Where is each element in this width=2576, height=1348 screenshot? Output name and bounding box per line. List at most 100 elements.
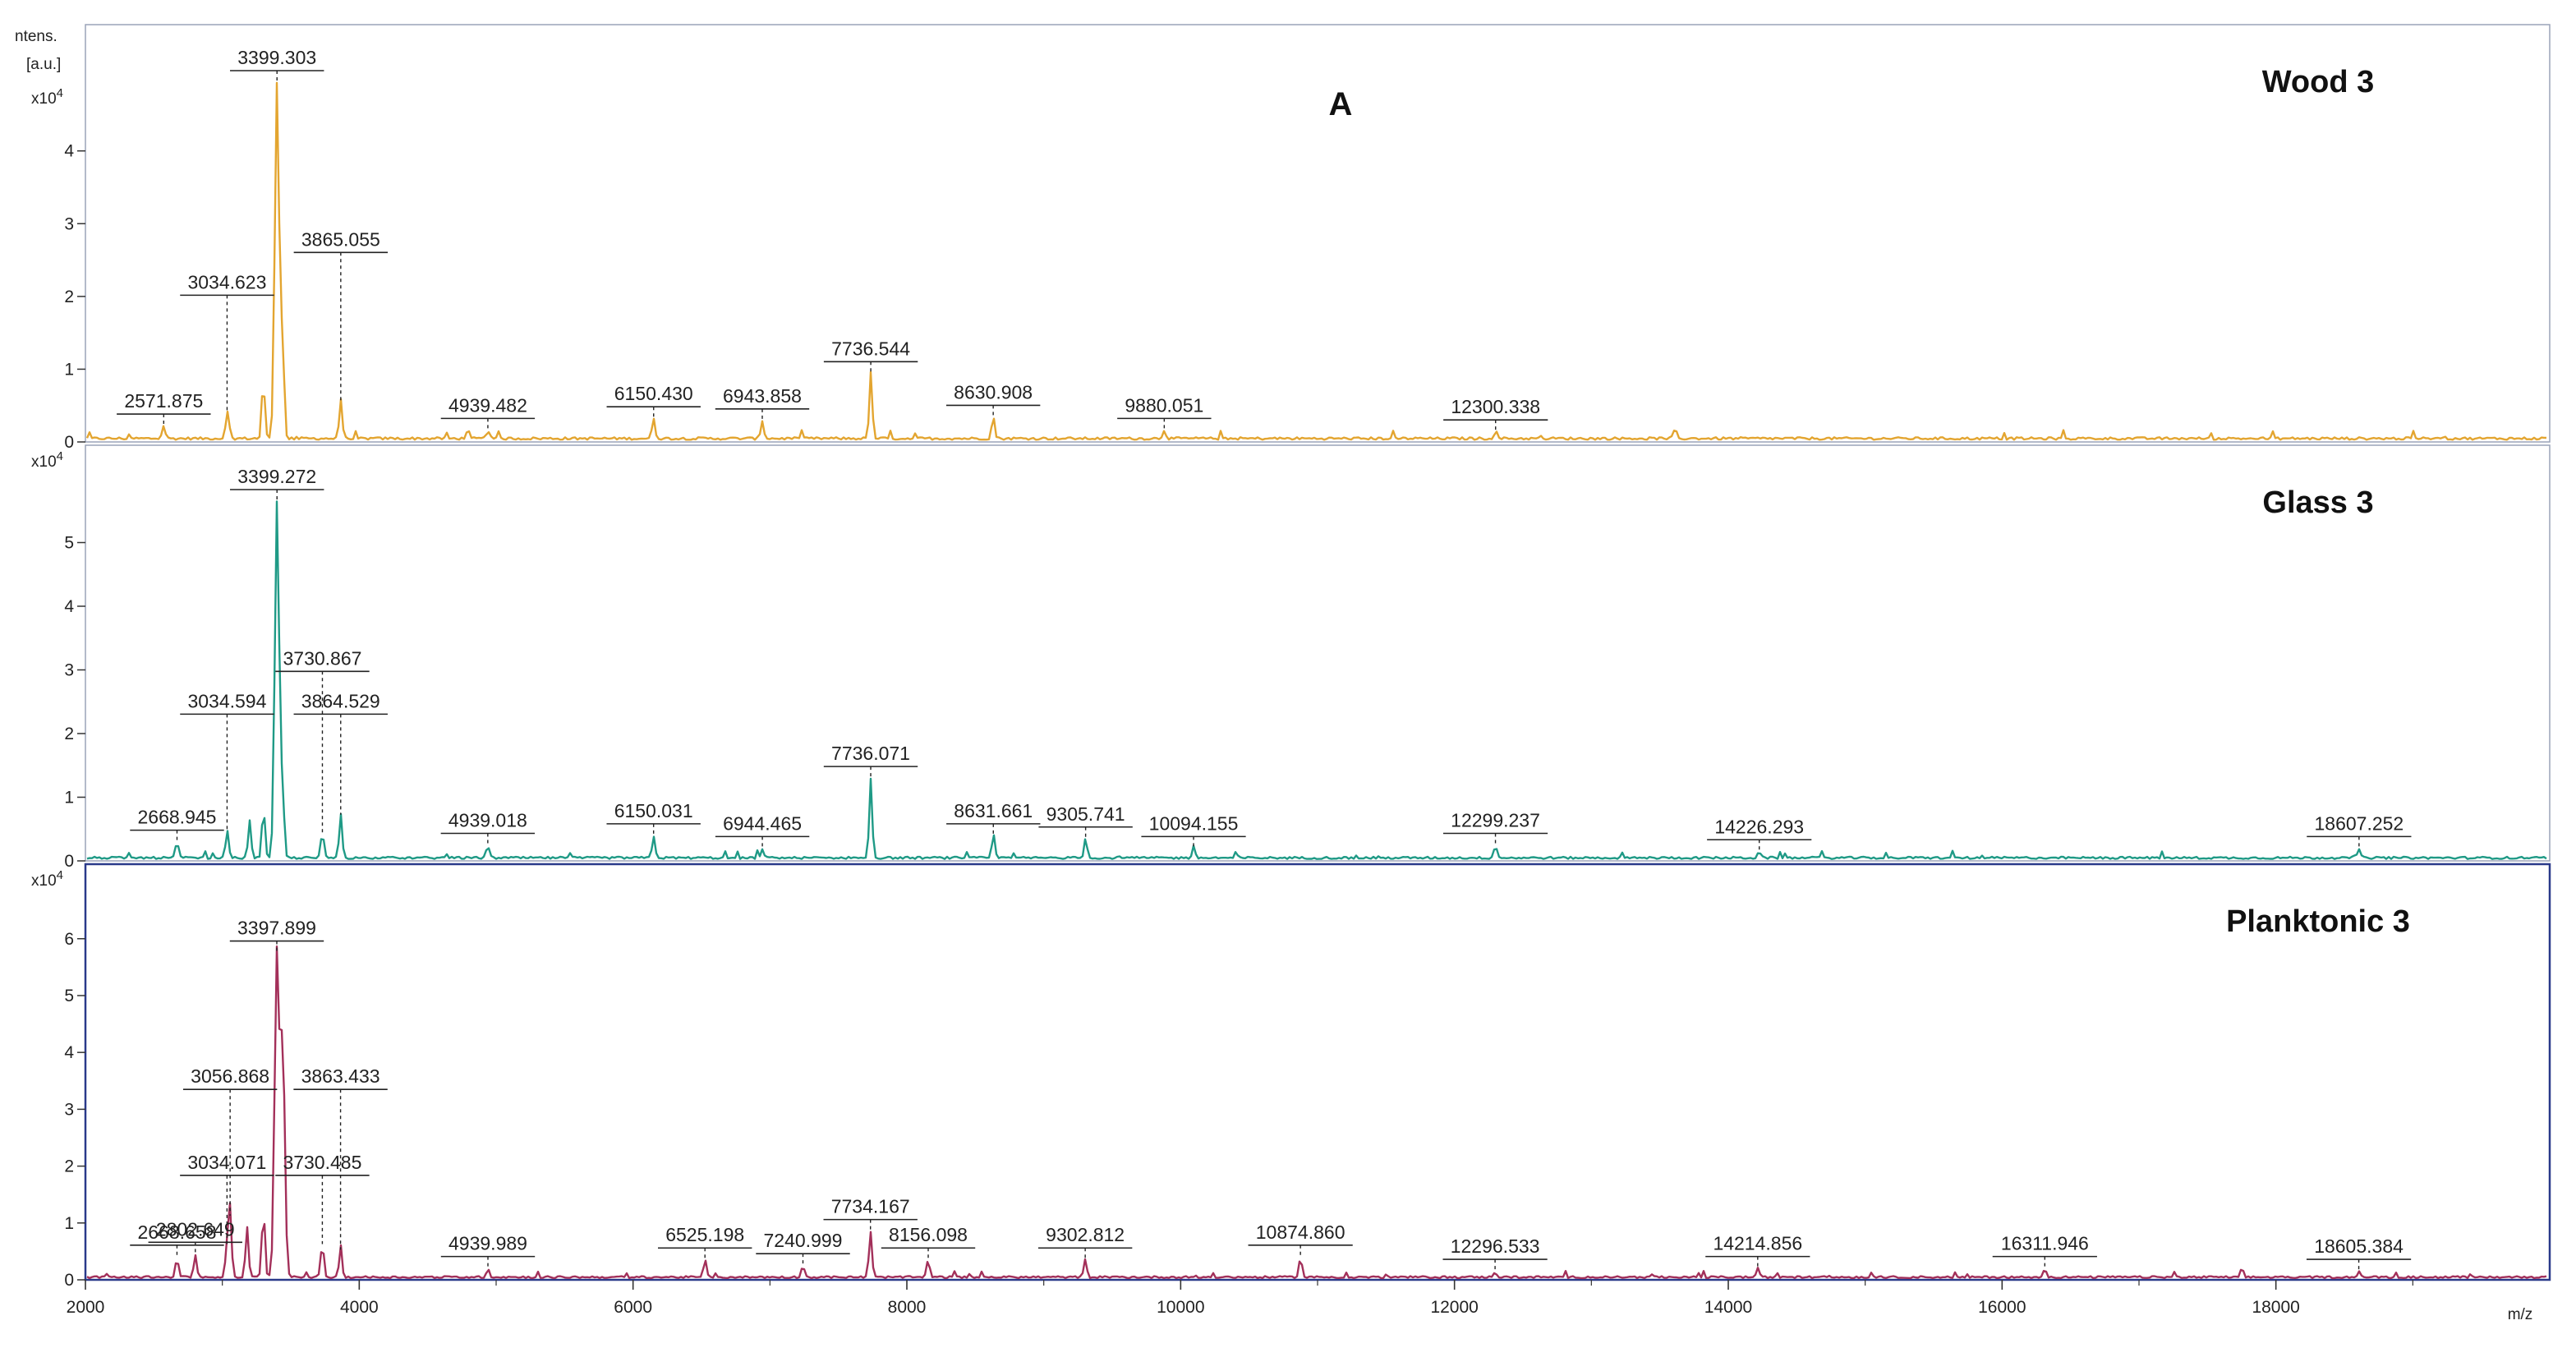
peak-label-text: 3730.485 — [283, 1152, 361, 1173]
y-tick-label: 0 — [64, 433, 74, 452]
peak-label: 9880.051 — [1117, 394, 1212, 432]
peak-label-text: 9305.741 — [1046, 803, 1125, 825]
peak-label-text: 10094.155 — [1149, 812, 1239, 834]
y-tick-label: 5 — [64, 534, 74, 553]
peak-label: 3034.594 — [180, 690, 274, 831]
y-tick-label: 3 — [64, 661, 74, 680]
peak-label: 8631.661 — [946, 800, 1041, 837]
peak-label: 6944.465 — [715, 812, 810, 850]
peak-label: 6525.198 — [657, 1224, 752, 1262]
peak-label-text: 18607.252 — [2315, 812, 2404, 834]
spectrum-trace — [86, 500, 2547, 860]
spectrum-trace — [86, 945, 2547, 1280]
peak-label: 9302.812 — [1037, 1224, 1133, 1262]
y-scale-label: x104 — [31, 86, 63, 108]
peak-label-text: 6150.430 — [614, 383, 693, 404]
x-tick-label: 6000 — [614, 1298, 652, 1317]
peak-label: 3399.303 — [230, 47, 324, 84]
peak-label: 3399.272 — [230, 466, 324, 503]
x-tick-label: 2000 — [67, 1298, 105, 1317]
y-tick-label: 2 — [64, 725, 74, 743]
peak-label: 12299.237 — [1442, 810, 1548, 847]
peak-label-text: 16311.946 — [2001, 1233, 2089, 1254]
peak-label: 7736.544 — [823, 338, 918, 375]
y-tick-label: 1 — [64, 360, 74, 379]
peak-label: 2802.649 — [148, 1218, 242, 1256]
y-tick-label: 0 — [64, 852, 74, 871]
peak-label: 4939.018 — [440, 810, 536, 847]
figure-letter: A — [1329, 86, 1353, 122]
peak-label-text: 3399.272 — [237, 466, 316, 487]
y-tick-label: 1 — [64, 1214, 74, 1233]
peak-label-text: 7736.071 — [831, 743, 910, 764]
peak-label-text: 8630.908 — [954, 381, 1033, 403]
peak-label: 3730.485 — [275, 1152, 370, 1244]
peak-label-text: 7734.167 — [831, 1196, 910, 1217]
panel-title: Planktonic 3 — [2226, 904, 2410, 939]
y-tick-label: 4 — [64, 142, 74, 161]
peak-label-text: 8156.098 — [889, 1224, 968, 1245]
y-tick-label: 6 — [64, 930, 74, 949]
x-axis: 2000 4000 6000 8000 10000 12000 14000 16000 1800… — [67, 1280, 2413, 1317]
peak-label: 6943.858 — [715, 385, 810, 422]
y-unit-label-line1: ntens. — [15, 28, 58, 45]
panel-title: Wood 3 — [2262, 65, 2375, 99]
peak-label-text: 9880.051 — [1125, 394, 1203, 416]
peak-label-text: 2571.875 — [124, 390, 203, 412]
x-tick-label: 4000 — [340, 1298, 379, 1317]
spectra-panels: 01234x104ntens.[a.u.]2571.8753034.623339… — [15, 24, 2551, 1290]
peak-label: 8630.908 — [945, 381, 1041, 419]
peak-label: 4939.482 — [440, 394, 536, 432]
peak-label-text: 3863.433 — [301, 1065, 380, 1087]
peak-label: 2668.658 — [130, 1221, 224, 1258]
y-tick-label: 3 — [64, 214, 74, 233]
peak-label: 9305.741 — [1038, 803, 1133, 840]
peak-label-text: 3034.594 — [187, 690, 266, 711]
peak-label: 10874.860 — [1248, 1221, 1353, 1258]
y-tick-label: 5 — [64, 987, 74, 1005]
peak-label: 12300.338 — [1443, 396, 1548, 434]
peak-label: 7734.167 — [823, 1196, 918, 1233]
x-tick-label: 12000 — [1430, 1298, 1478, 1317]
x-tick-label: 16000 — [1978, 1298, 2026, 1317]
peak-label-text: 2802.649 — [156, 1218, 235, 1240]
y-scale-label: x104 — [31, 449, 63, 471]
peak-label: 14214.856 — [1705, 1233, 1810, 1270]
peak-label-text: 6943.858 — [723, 385, 802, 407]
peak-label: 10094.155 — [1141, 812, 1246, 850]
panel-frame — [85, 444, 2551, 862]
peak-label: 3397.899 — [229, 918, 324, 955]
y-tick-label: 2 — [64, 1157, 74, 1176]
peak-label-text: 3865.055 — [301, 228, 380, 250]
x-tick-label: 18000 — [2252, 1298, 2299, 1317]
peak-label-text: 14226.293 — [1714, 816, 1804, 837]
y-tick-label: 1 — [64, 789, 74, 807]
peak-label-text: 3864.529 — [301, 690, 380, 711]
spectrum-trace — [85, 81, 2547, 441]
peak-label-text: 3034.071 — [187, 1152, 266, 1173]
peak-label: 7240.999 — [756, 1230, 850, 1267]
peak-label-text: 4939.989 — [448, 1233, 527, 1254]
y-unit-label-line2: [a.u.] — [26, 56, 61, 73]
peak-label: 6150.031 — [606, 800, 701, 837]
peak-label-text: 4939.018 — [448, 810, 527, 831]
peak-label: 2668.945 — [130, 807, 224, 844]
peak-label: 3034.623 — [180, 271, 274, 413]
panel-title: Glass 3 — [2262, 485, 2373, 520]
peak-label-text: 4939.482 — [448, 394, 527, 416]
peak-label: 2571.875 — [117, 390, 211, 428]
peak-label: 3034.071 — [180, 1152, 274, 1244]
peak-label-text: 8631.661 — [954, 800, 1033, 821]
peak-label-text: 2668.945 — [138, 807, 217, 828]
peak-label-text: 3399.303 — [237, 47, 316, 68]
y-tick-label: 3 — [64, 1100, 74, 1119]
peak-label-text: 14214.856 — [1713, 1233, 1802, 1254]
y-tick-label: 2 — [64, 288, 74, 306]
peak-label-text: 6525.198 — [665, 1224, 744, 1245]
peak-label-text: 7240.999 — [764, 1230, 843, 1251]
peak-label: 3863.433 — [293, 1065, 388, 1250]
peak-label-text: 18605.384 — [2314, 1235, 2404, 1257]
peak-label-text: 7736.544 — [831, 338, 910, 359]
